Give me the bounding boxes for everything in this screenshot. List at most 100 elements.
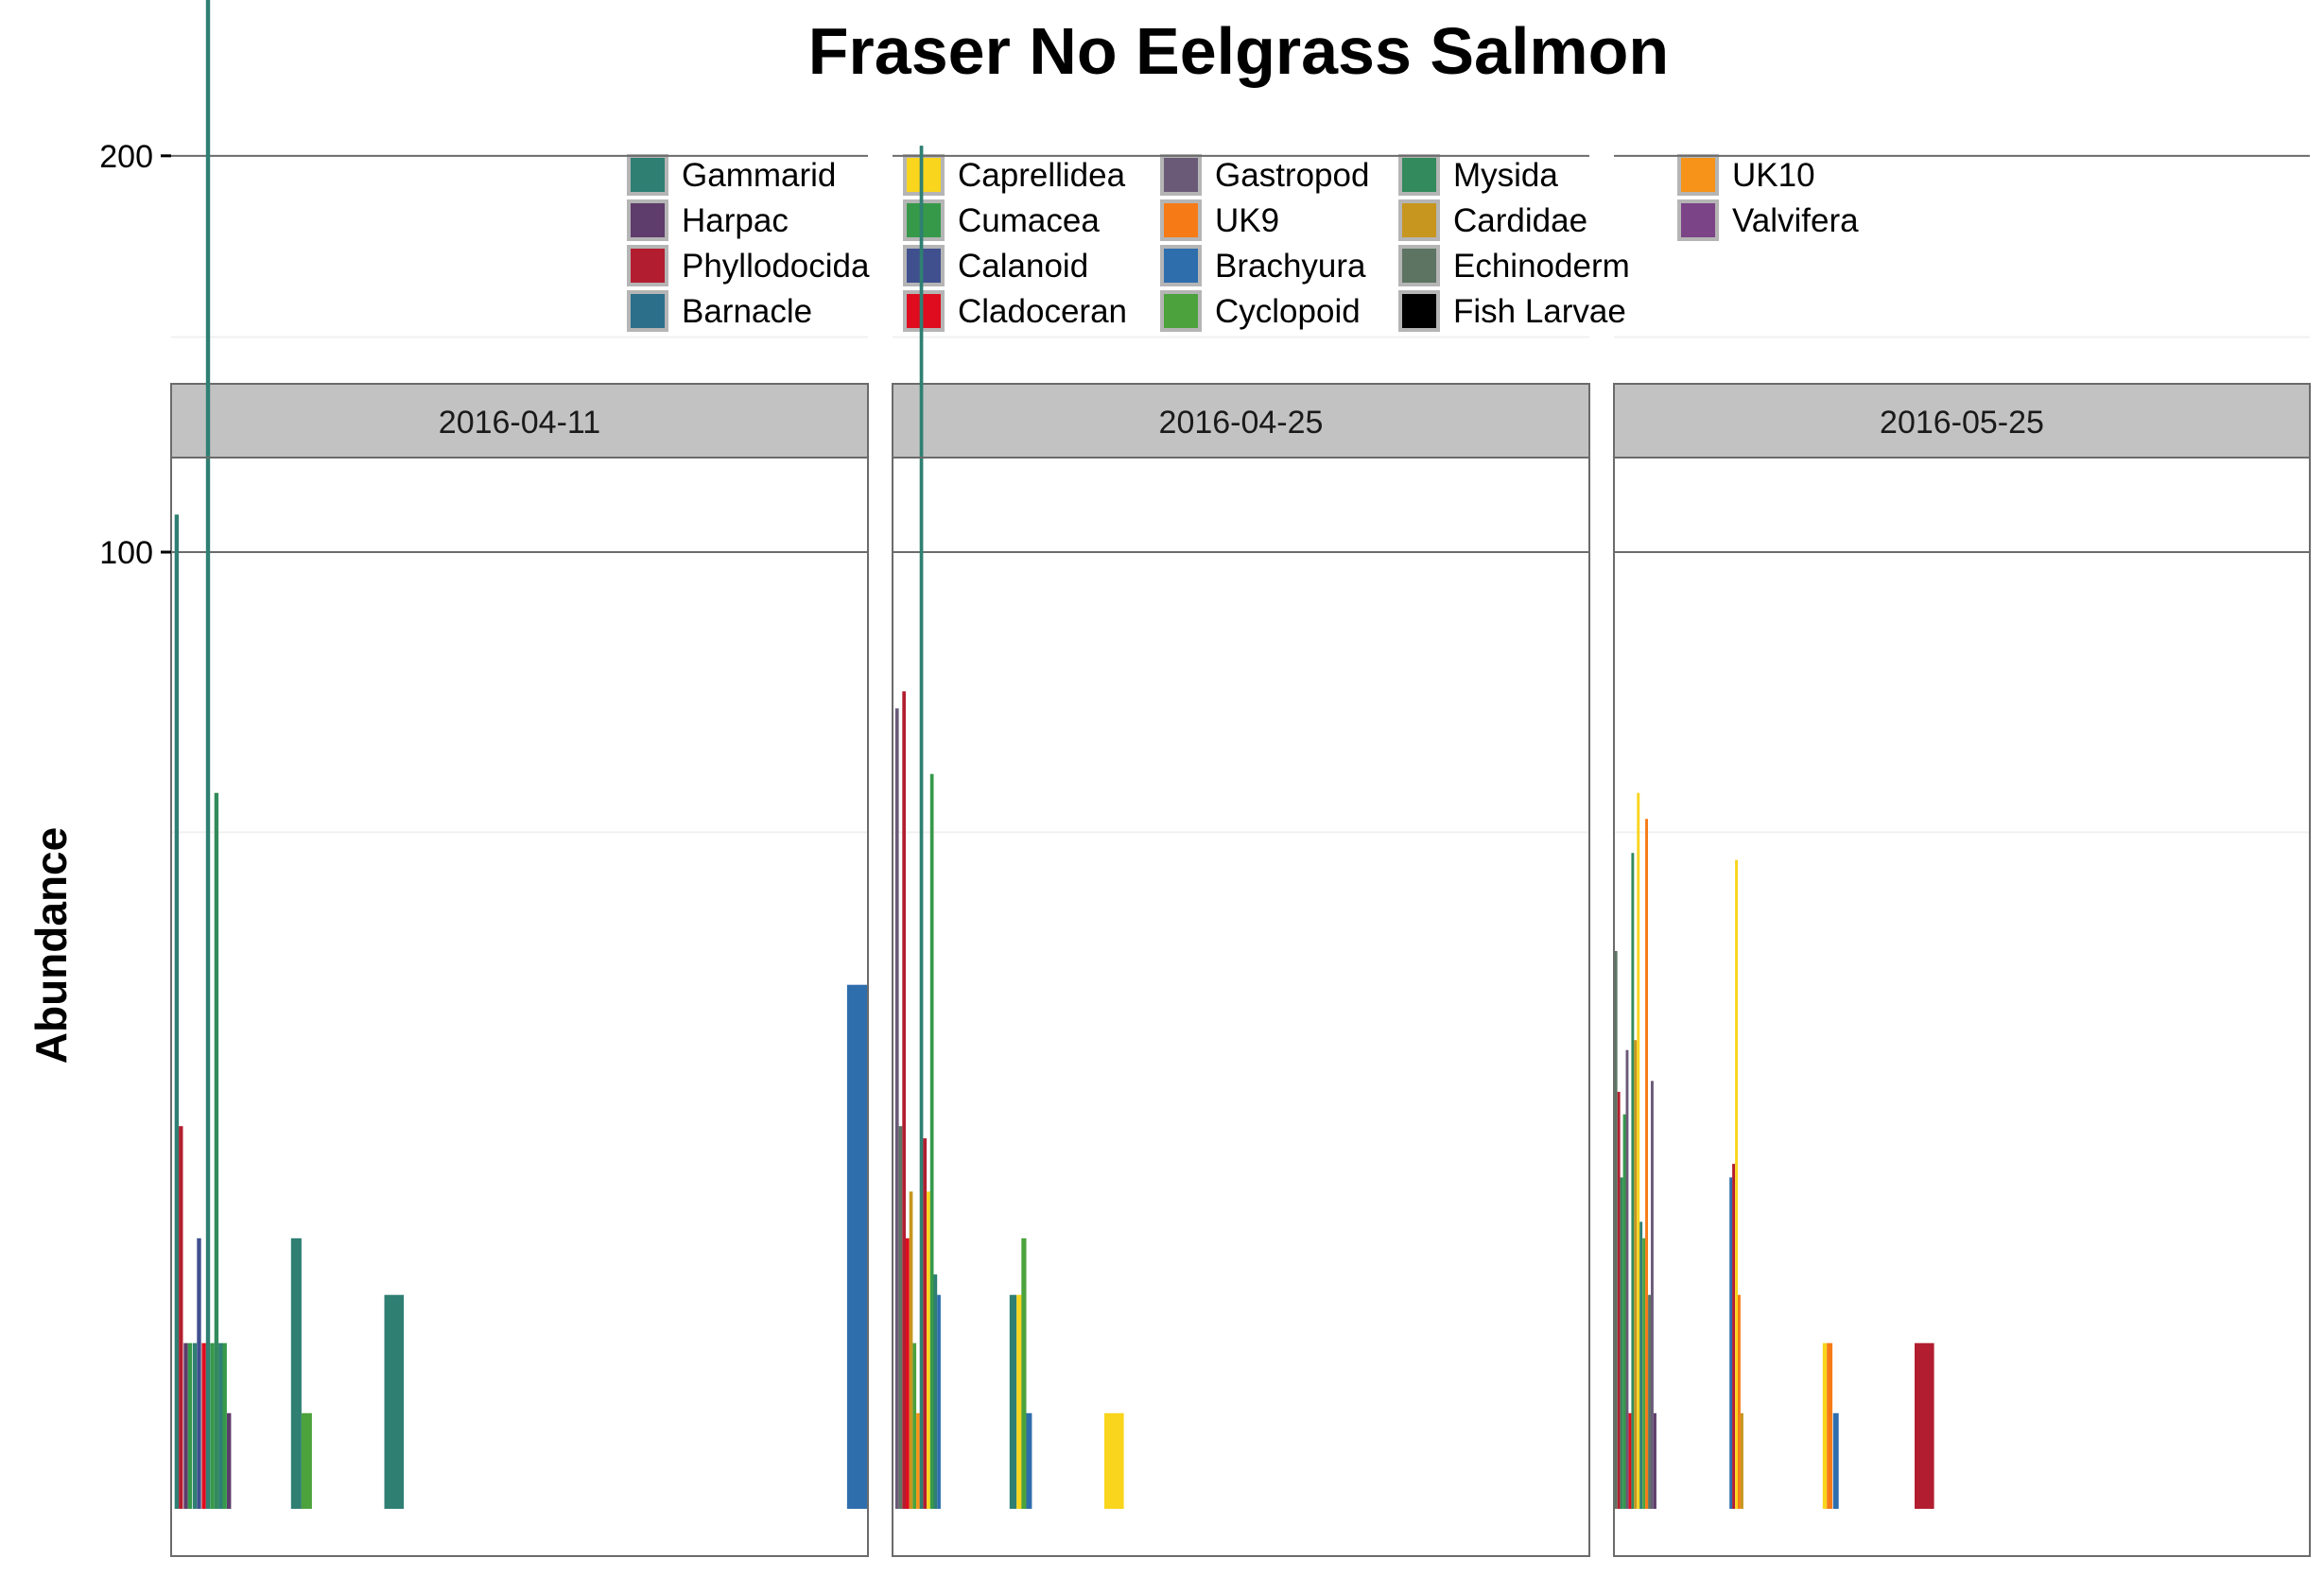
bar-phyllodocida (1732, 1164, 1735, 1509)
bar-cardidae (909, 1191, 913, 1509)
legend-item: UK10 (1677, 154, 1815, 196)
bar-mysida (214, 792, 219, 1509)
bar-cladoceran (1628, 1412, 1632, 1509)
legend-item: Echinoderm (1398, 245, 1630, 286)
legend-label: Valvifera (1732, 202, 1859, 239)
legend-item: Phyllodocida (627, 245, 870, 286)
legend-label: Mysida (1453, 157, 1558, 194)
bar-calanoid (197, 1238, 201, 1509)
legend-item: Caprellidea (903, 154, 1126, 196)
legend-item: Cardidae (1398, 199, 1587, 241)
bar-harpac (183, 1342, 188, 1509)
legend-swatch (1164, 249, 1198, 283)
bar-brachyura (846, 984, 868, 1509)
legend-swatch (1681, 203, 1715, 237)
legend: Gammarid Harpac Phyllodocida Barnacle Caprel… (627, 154, 1859, 332)
legend-item: Gammarid (627, 154, 836, 196)
facet-strip (892, 383, 1590, 459)
bar-uk10 (916, 1412, 920, 1509)
facet-strip (1613, 383, 2311, 459)
legend-label: Harpac (682, 202, 789, 239)
facet-strip-label: 2016-04-25 (1159, 405, 1324, 441)
facet-panel: 2016-04-11 (170, 0, 869, 1557)
bar-cumacea (187, 1342, 193, 1509)
bar-gammarid (290, 1238, 302, 1509)
legend-item: Cyclopoid (1160, 290, 1361, 332)
panel-background (171, 458, 868, 1556)
legend-swatch (907, 294, 941, 328)
legend-item: Brachyura (1160, 245, 1366, 286)
legend-item: Gastropod (1160, 154, 1369, 196)
legend-item: UK9 (1160, 199, 1279, 241)
legend-swatch (631, 203, 665, 237)
bar-harpac (227, 1412, 232, 1509)
bar-cyclopoid (1021, 1238, 1027, 1509)
panel-border (892, 457, 1590, 1557)
legend-swatch (1164, 158, 1198, 192)
y-axis: 100200300 (99, 139, 171, 571)
bar-gastropod (894, 708, 899, 1509)
bar-cumacea (1622, 1114, 1626, 1509)
bar-gammarid (933, 1274, 938, 1509)
legend-label: Barnacle (682, 293, 812, 330)
bar-echinoderm (898, 1126, 903, 1509)
bar-gammarid (919, 146, 924, 1510)
bar-phyllodocida (923, 1138, 928, 1509)
legend-label: Calanoid (958, 248, 1088, 285)
legend-item: Harpac (627, 199, 789, 241)
legend-label: Cumacea (958, 202, 1100, 239)
bar-brachyura (937, 1294, 941, 1509)
legend-label: Cyclopoid (1215, 293, 1361, 330)
bar-gammarid (1009, 1294, 1017, 1509)
y-axis-label: Abundance (26, 827, 76, 1064)
legend-item: Cumacea (903, 199, 1100, 241)
bar-mysida (1631, 853, 1635, 1509)
legend-swatch (631, 249, 665, 283)
bar-cladoceran (906, 1238, 910, 1509)
bar-harpac (1654, 1412, 1656, 1509)
legend-swatch (1164, 294, 1198, 328)
bar-phyllodocida (179, 1126, 183, 1509)
chart-title: Fraser No Eelgrass Salmon (808, 14, 1669, 88)
legend-label: Caprellidea (958, 157, 1126, 194)
legend-label: Gastropod (1215, 157, 1369, 194)
legend-item: Mysida (1398, 154, 1558, 196)
facet-panel: 2016-04-25 (892, 146, 1590, 1557)
legend-swatch (1681, 158, 1715, 192)
panel-border (1613, 457, 2311, 1557)
legend-label: UK10 (1732, 157, 1815, 194)
legend-label: Cardidae (1453, 202, 1587, 239)
legend-swatch (631, 158, 665, 192)
bar-brachyura (1729, 1177, 1733, 1509)
panel-border (170, 457, 869, 1557)
legend-label: Phyllodocida (682, 248, 870, 285)
y-tick-label: 100 (99, 535, 153, 571)
panel-background (893, 458, 1589, 1556)
bar-phyllodocida (1617, 1091, 1621, 1509)
bar-phyllodocida (1915, 1342, 1934, 1509)
legend-swatch (1402, 249, 1436, 283)
y-tick-label: 200 (99, 139, 153, 175)
bar-mysida (1620, 1177, 1623, 1509)
facet-panel: 2016-05-25 (1613, 154, 2311, 1557)
bar-cardidae (1741, 1412, 1743, 1509)
bar-cardidae (1634, 1040, 1638, 1509)
legend-swatch (1402, 203, 1436, 237)
bar-echinoderm (1648, 1294, 1651, 1509)
bar-gastropod (1651, 1081, 1654, 1509)
legend-swatch (1402, 158, 1436, 192)
legend-label: Brachyura (1215, 248, 1366, 285)
legend-swatch (907, 249, 941, 283)
legend-swatch (907, 158, 941, 192)
legend-label: Cladoceran (958, 293, 1127, 330)
legend-swatch (1164, 203, 1198, 237)
legend-item: Calanoid (903, 245, 1088, 286)
bar-gastropod (1625, 1049, 1629, 1509)
bar-phyllodocida (902, 691, 906, 1509)
facet-strip-label: 2016-05-25 (1880, 405, 2044, 441)
legend-swatch (1402, 294, 1436, 328)
bar-gammarid (384, 1294, 405, 1509)
bar-caprellidea (1016, 1294, 1022, 1509)
